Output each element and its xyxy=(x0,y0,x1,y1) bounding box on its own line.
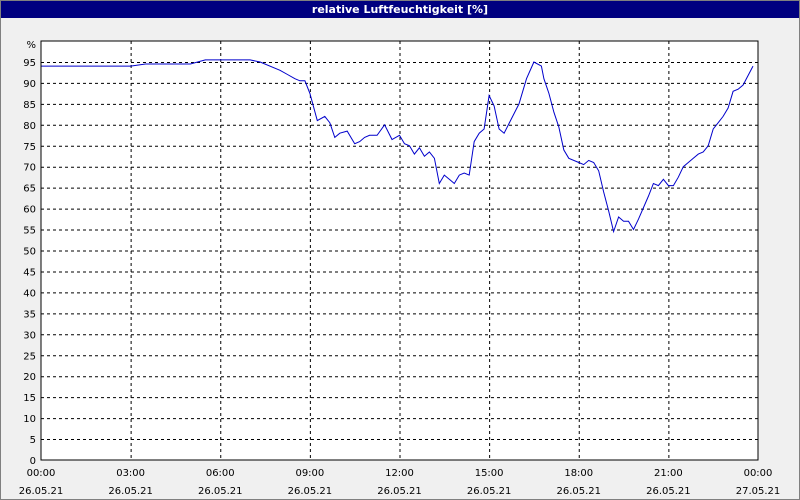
x-tick-date-label: 26.05.21 xyxy=(288,486,333,497)
x-tick-time-label: 18:00 xyxy=(564,468,593,479)
x-tick-date-label: 26.05.21 xyxy=(198,486,243,497)
plot-border xyxy=(40,40,759,461)
y-tick-label: 35 xyxy=(23,309,36,320)
y-tick-label: 25 xyxy=(23,351,36,362)
gridlines xyxy=(41,41,758,460)
humidity-line xyxy=(41,59,754,234)
x-tick-time-label: 00:00 xyxy=(27,468,56,479)
y-tick-label: 80 xyxy=(23,121,36,132)
y-tick-label: 90 xyxy=(23,79,36,90)
x-tick-time-label: 15:00 xyxy=(475,468,504,479)
y-tick-label: 0 xyxy=(30,456,36,467)
x-tick-time-label: 09:00 xyxy=(295,468,324,479)
x-tick-time-label: 00:00 xyxy=(744,468,773,479)
x-tick-date-label: 26.05.21 xyxy=(19,486,64,497)
y-tick-label: 95 xyxy=(23,58,36,69)
x-axis-ticks: 00:00 26.05.21 03:00 26.05.21 06:00 26.05.21 0… xyxy=(19,468,781,497)
y-tick-label: 45 xyxy=(23,267,36,278)
y-tick-label: 65 xyxy=(23,184,36,195)
y-tick-label: 50 xyxy=(23,247,36,258)
y-tick-label: 70 xyxy=(23,163,36,174)
x-tick-date-label: 26.05.21 xyxy=(646,486,691,497)
y-tick-label: 40 xyxy=(23,288,36,299)
y-tick-label: 85 xyxy=(23,100,36,111)
x-tick-date-label: 26.05.21 xyxy=(556,486,601,497)
chart-title: relative Luftfeuchtigkeit [%] xyxy=(1,1,799,18)
y-tick-label: 15 xyxy=(23,393,36,404)
y-axis-unit-label: % xyxy=(26,40,36,51)
x-tick-date-label: 26.05.21 xyxy=(377,486,422,497)
x-tick-date-label: 26.05.21 xyxy=(108,486,153,497)
y-tick-label: 5 xyxy=(30,435,36,446)
y-tick-label: 60 xyxy=(23,205,36,216)
x-tick-date-label: 27.05.21 xyxy=(736,486,781,497)
y-axis-ticks: 0 5 10 15 20 25 30 35 40 45 50 55 60 65 70 75 80 85 90 95 xyxy=(23,58,36,467)
x-tick-time-label: 21:00 xyxy=(654,468,683,479)
y-tick-label: 10 xyxy=(23,414,36,425)
y-tick-label: 20 xyxy=(23,372,36,383)
y-tick-label: 55 xyxy=(23,226,36,237)
x-tick-time-label: 12:00 xyxy=(385,468,414,479)
y-tick-label: 30 xyxy=(23,330,36,341)
x-tick-time-label: 06:00 xyxy=(206,468,235,479)
x-tick-time-label: 03:00 xyxy=(116,468,145,479)
y-tick-label: 75 xyxy=(23,142,36,153)
x-tick-date-label: 26.05.21 xyxy=(467,486,512,497)
